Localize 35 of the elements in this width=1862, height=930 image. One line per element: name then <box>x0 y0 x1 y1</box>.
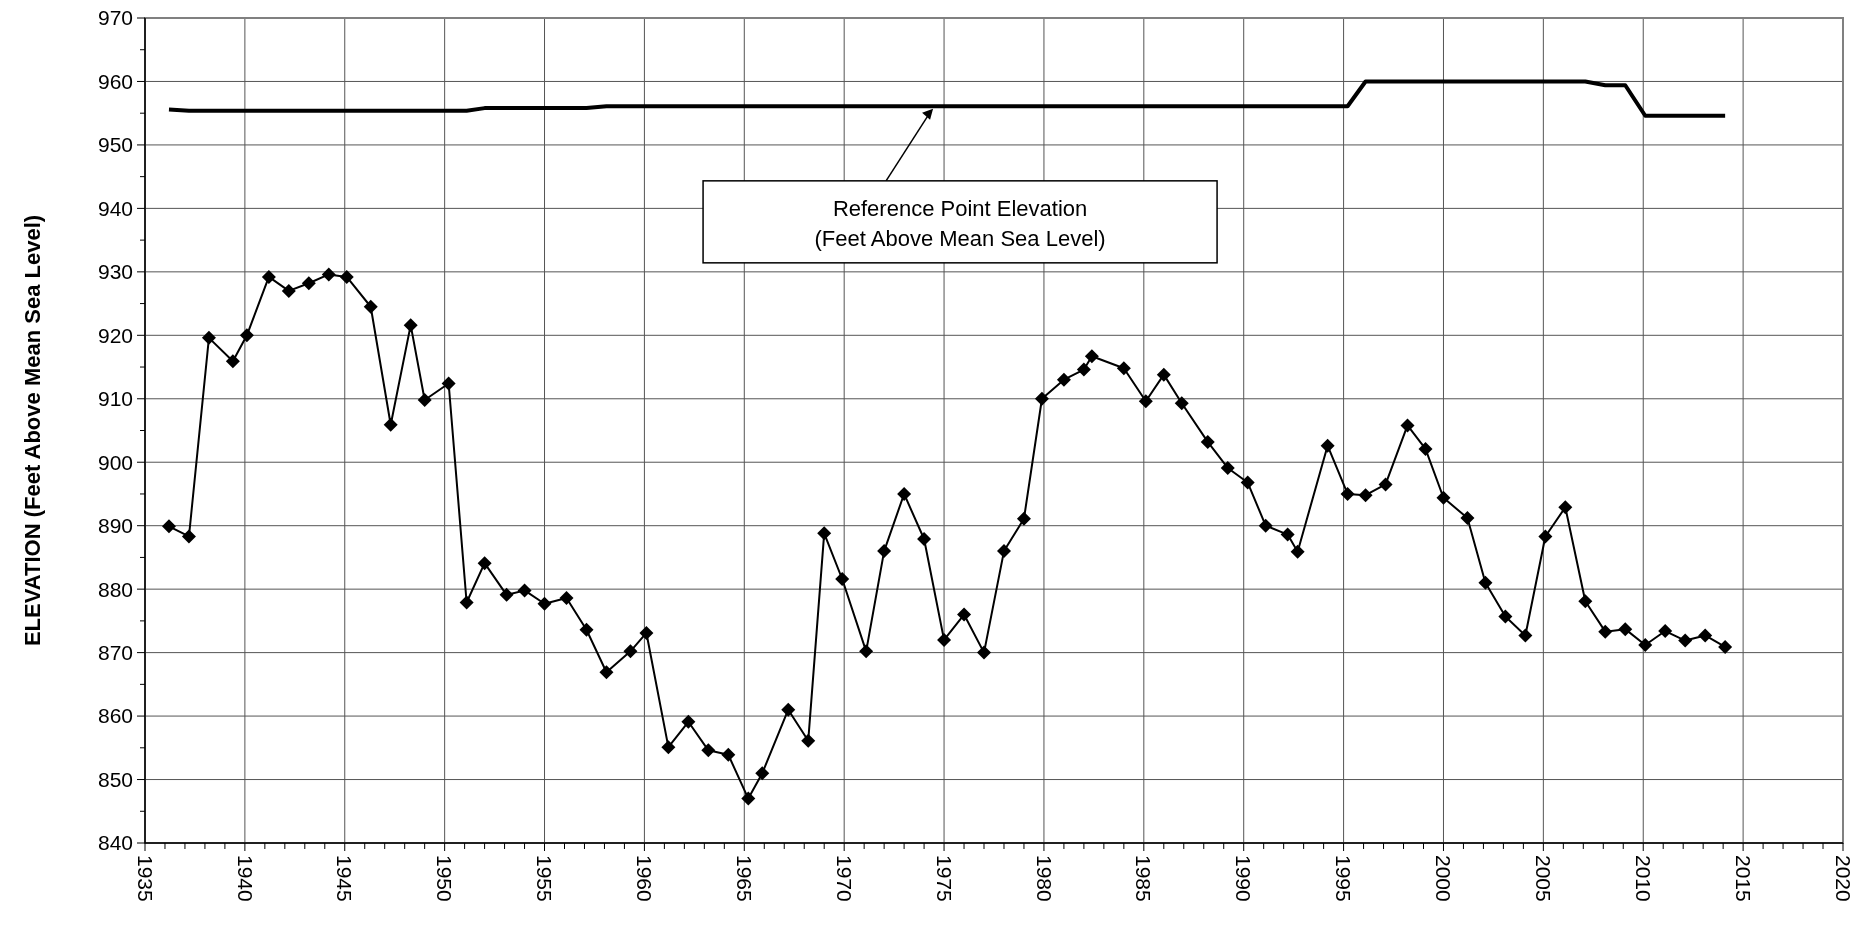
x-tick-label: 1950 <box>433 855 457 902</box>
y-tick-label: 840 <box>97 831 133 855</box>
x-tick-label: 2000 <box>1432 855 1456 902</box>
y-tick-label: 880 <box>97 577 133 601</box>
x-tick-label: 2010 <box>1631 855 1655 902</box>
y-tick-label: 960 <box>97 69 133 93</box>
y-tick-label: 970 <box>97 6 133 30</box>
x-tick-label: 1990 <box>1232 855 1256 902</box>
y-tick-label: 910 <box>97 387 133 411</box>
y-tick-label: 940 <box>97 196 133 220</box>
annotation: Reference Point Elevation (Feet Above Mean Sea Level) <box>814 195 1106 251</box>
y-tick-label: 920 <box>97 323 133 347</box>
line-series <box>166 79 1728 118</box>
y-tick-label: 870 <box>97 640 133 664</box>
y-tick-label: 930 <box>97 260 133 284</box>
x-tick-label: 1975 <box>932 855 956 902</box>
x-tick-label: 1985 <box>1132 855 1156 902</box>
x-tick-label: 1945 <box>333 855 357 902</box>
x-tick-label: 2020 <box>1831 855 1855 902</box>
x-tick-label: 1940 <box>233 855 257 902</box>
x-tick-label: 1965 <box>732 855 756 902</box>
x-tick-label: 2005 <box>1532 855 1555 902</box>
y-tick-label: 850 <box>97 767 133 791</box>
x-tick-label: 1955 <box>533 855 557 902</box>
x-tick-label: 1980 <box>1032 855 1056 902</box>
y-axis-title: ELEVATION (Feet Above Mean Sea Level) <box>20 214 45 647</box>
x-tick-label: 1970 <box>832 855 856 902</box>
y-tick-label: 890 <box>97 514 133 538</box>
x-tick-label: 1995 <box>1332 855 1356 902</box>
y-tick-label: 900 <box>97 450 133 474</box>
x-tick-label: 1935 <box>133 855 157 902</box>
y-tick-label: 950 <box>97 133 133 157</box>
y-tick-label: 860 <box>97 704 133 728</box>
x-tick-label: 2015 <box>1731 855 1755 902</box>
x-tick-label: 1960 <box>633 855 657 902</box>
